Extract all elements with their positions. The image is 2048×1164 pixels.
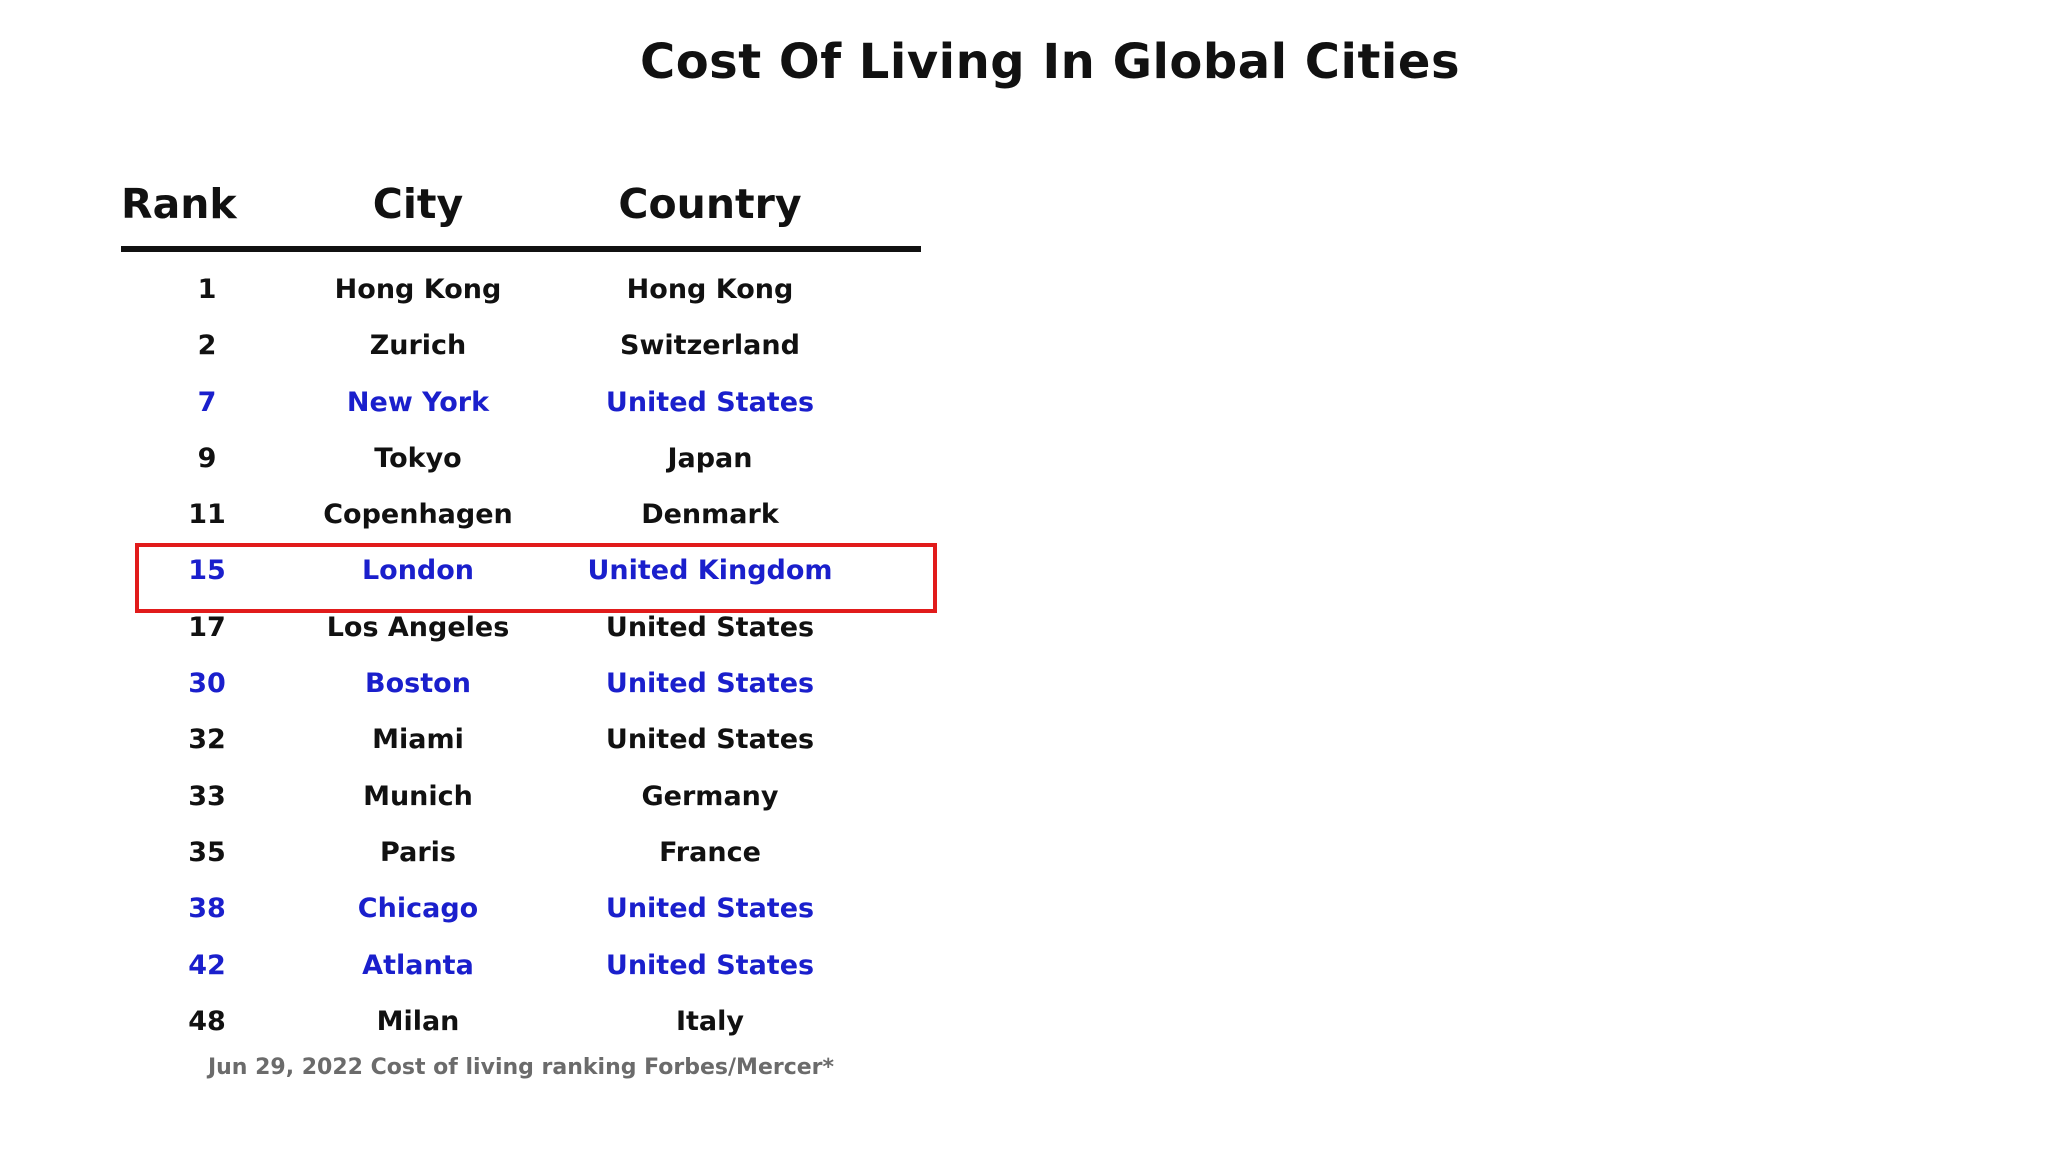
city-cell: Milan [376,1005,460,1037]
table-row: 2 Zurich Switzerland [121,320,921,376]
city-cell: Boston [365,668,471,700]
country-cell: United States [605,611,815,643]
column-header-rank: Rank [121,180,237,228]
table-row: 17 Los Angeles United States [121,602,921,658]
rank-cell: 48 [188,1005,226,1037]
country-cell: United Kingdom [587,555,833,587]
city-cell: Chicago [357,893,479,925]
table-row: 9 Tokyo Japan [121,433,921,489]
table-row: 1 Hong Kong Hong Kong [121,264,921,320]
rank-cell: 7 [197,386,217,418]
country-cell: Japan [667,442,753,474]
rank-cell: 33 [188,780,226,812]
city-cell: Munich [363,780,473,812]
city-cell: Zurich [369,330,467,362]
rank-cell: 30 [188,668,226,700]
column-header-city: City [372,180,464,228]
table-row: 32 Miami United States [121,714,921,770]
rank-cell: 38 [188,893,226,925]
city-cell: New York [346,386,490,418]
country-cell: United States [605,893,815,925]
country-cell: Germany [641,780,779,812]
country-cell: France [659,836,761,868]
country-cell: Denmark [641,499,779,531]
city-cell: London [361,555,475,587]
cost-of-living-table: Rank City Country 1 Hong Kong Hong Kong 2 Zu… [121,170,937,1052]
country-cell: Hong Kong [626,274,794,305]
page-title: Cost Of Living In Global Cities [639,34,1461,90]
rank-cell: 11 [188,499,226,531]
city-cell: Copenhagen [323,499,513,531]
country-cell: Switzerland [620,330,800,362]
table-row: 33 Munich Germany [121,771,921,827]
table-row: 38 Chicago United States [121,883,921,939]
country-cell: United States [605,386,815,418]
table-row: 7 New York United States [121,377,921,433]
column-header-country: Country [618,180,802,228]
country-cell: Italy [675,1005,745,1037]
rank-cell: 15 [188,555,226,587]
table-row: 11 Copenhagen Denmark [121,489,921,545]
city-cell: Tokyo [374,442,462,474]
rank-cell: 35 [188,836,226,868]
rank-cell: 9 [197,442,217,474]
table-row: 15 London United Kingdom [121,543,937,614]
rank-cell: 42 [188,949,226,981]
city-cell: Hong Kong [334,274,502,305]
table-body: 1 Hong Kong Hong Kong 2 Zurich Switzerland 7 Ne… [121,264,937,1052]
country-cell: United States [605,724,815,756]
rank-cell: 2 [197,330,217,362]
table-row: 42 Atlanta United States [121,940,921,996]
table-header: Rank City Country [121,170,921,252]
city-cell: Atlanta [362,949,474,981]
rank-cell: 17 [188,611,226,643]
table-row: 30 Boston United States [121,658,921,714]
table-row: 48 Milan Italy [121,996,921,1052]
rank-cell: 32 [188,724,226,756]
city-cell: Los Angeles [326,611,510,643]
city-cell: Paris [380,836,456,868]
source-footnote: Jun 29, 2022 Cost of living ranking Forb… [207,1055,835,1080]
country-cell: United States [605,668,815,700]
city-cell: Miami [372,724,464,756]
rank-cell: 1 [197,274,217,305]
country-cell: United States [605,949,815,981]
table-row: 35 Paris France [121,827,921,883]
